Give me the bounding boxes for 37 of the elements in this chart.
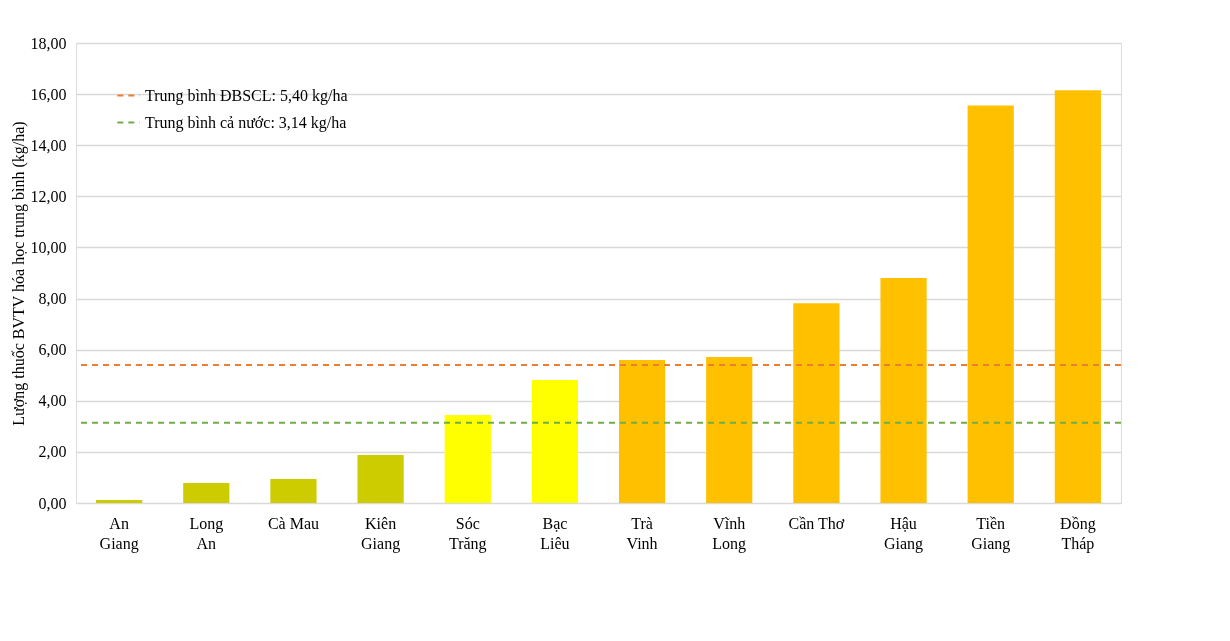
y-tick-label: 16,00: [30, 85, 67, 103]
bar: [967, 105, 1014, 503]
bar: [357, 454, 404, 503]
x-tick-label: Trà Vinh: [626, 514, 658, 552]
x-tick-label: Sóc Trăng: [448, 514, 487, 553]
bar: [531, 380, 579, 503]
bar: [96, 499, 143, 503]
bar: [793, 303, 840, 503]
x-tick-label: Tiền Giang: [971, 514, 1011, 553]
x-tick-label: Kiên Giang: [361, 514, 401, 553]
y-tick-label: 0,00: [38, 494, 67, 512]
bar: [183, 483, 230, 503]
x-tick-label: Vĩnh Long: [712, 514, 747, 553]
x-tick-label: Cần Thơ: [788, 514, 845, 532]
x-tick-label: Bạc Liêu: [540, 514, 570, 552]
y-axis-title: Lượng thuốc BVTV hóa học trung bình (kg/ha): [9, 121, 28, 426]
y-tick-label: 12,00: [30, 187, 67, 205]
y-tick-label: 8,00: [38, 290, 67, 308]
x-tick-label: Long An: [189, 514, 224, 552]
x-tick-label: Đồng Tháp: [1060, 514, 1096, 553]
bar: [880, 278, 927, 503]
x-tick-label: Hậu Giang: [883, 514, 924, 553]
y-tick-label: 6,00: [38, 341, 67, 359]
bar: [1054, 90, 1101, 503]
y-tick-label: 10,00: [30, 238, 67, 256]
x-tick-label: Cà Mau: [267, 514, 320, 532]
bar: [270, 478, 317, 503]
bar: [706, 357, 753, 503]
bar: [444, 415, 491, 503]
y-tick-label: 2,00: [38, 443, 67, 461]
legend-label: Trung bình cả nước: 3,14 kg/ha: [145, 113, 347, 132]
legend-label: Trung bình ĐBSCL: 5,40 kg/ha: [145, 86, 348, 105]
y-tick-label: 18,00: [30, 34, 67, 52]
y-tick-label: 14,00: [30, 136, 67, 154]
y-tick-label: 4,00: [38, 392, 67, 410]
x-tick-label: An Giang: [99, 514, 139, 553]
bar: [618, 359, 666, 503]
